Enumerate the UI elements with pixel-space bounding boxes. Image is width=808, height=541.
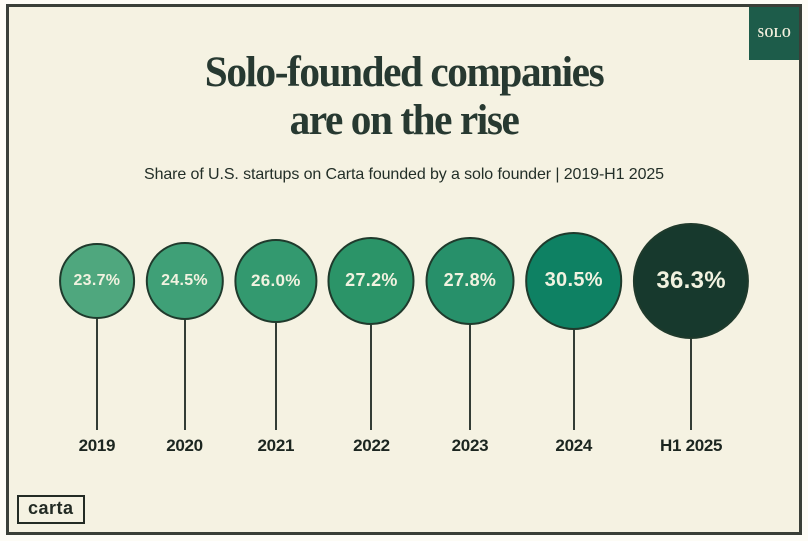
solo-badge-label: SOLO [757,25,791,41]
bubble-value-label: 30.5% [544,269,603,292]
solo-series-badge: SOLO [749,7,799,60]
bubble-stem [690,339,693,430]
carta-logo-label: carta [28,498,74,518]
bubble-value-label: 24.5% [161,271,208,289]
year-label-2022: 2022 [353,436,390,455]
bubble-stem [274,322,277,430]
year-label-2021: 2021 [257,436,295,455]
year-label-2019: 2019 [78,436,116,455]
year-label-2024: 2024 [555,436,593,455]
bubble-2019: 23.7% [58,243,135,319]
bubble-2023: 27.8% [425,236,515,326]
bubble-stem [572,329,575,430]
carta-logo: carta [17,495,85,524]
chart-subtitle: Share of U.S. startups on Carta founded … [144,166,664,183]
bubble-value-label: 26.0% [250,270,301,290]
bubble-value-label: 27.8% [443,270,497,291]
year-label-2023: 2023 [451,436,489,455]
bubble-stem [468,325,471,430]
bubble-2020: 24.5% [145,241,224,321]
bubble-H1 2025: 36.3% [633,222,750,340]
bubble-stem [183,320,186,430]
bubble-value-label: 27.2% [345,270,398,291]
bubble-value-label: 36.3% [656,266,726,294]
page-title: Solo-founded companies are on the rise [25,49,783,145]
infographic-card: SOLO Solo-founded companies are on the ri… [6,4,802,535]
bubble-2021: 26.0% [234,239,318,323]
bubble-2022: 27.2% [327,237,415,325]
chart-header: Solo-founded companies are on the rise Sh… [9,49,799,184]
title-line-1: Solo-founded companies [204,49,605,96]
bubble-stem [95,318,98,430]
bubble-2024: 30.5% [524,232,623,330]
bubble-chart: 23.7% 2019 24.5% 2020 26.0% 2021 27.2% 2022 27.8… [9,215,799,473]
bubble-stem [370,324,373,430]
year-label-2020: 2020 [166,436,203,455]
bubble-value-label: 23.7% [73,271,121,289]
title-line-2: are on the rise [289,97,520,144]
year-label-H1 2025: H1 2025 [660,436,723,455]
